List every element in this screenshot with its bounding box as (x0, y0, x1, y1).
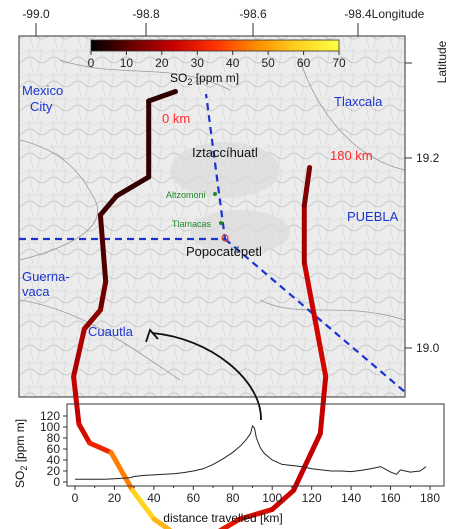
colorbar-tick-label: 20 (155, 56, 169, 70)
route-segment (301, 165, 313, 208)
colorbar-tick-label: 50 (261, 56, 275, 70)
lon-tick-label: -99.0 (22, 7, 50, 21)
x-tick-label: 40 (147, 491, 161, 505)
colorbar-tick-label: 0 (88, 56, 95, 70)
volcano-relief (190, 210, 290, 254)
place-label: Popocatépetl (186, 244, 262, 259)
plot-frame (66, 403, 445, 487)
y-tick-label: 80 (47, 431, 61, 445)
volcano-relief (170, 142, 280, 198)
route-end-label: 180 km (330, 148, 373, 163)
y-tick-label: 120 (40, 409, 60, 423)
x-tick-label: 0 (72, 491, 79, 505)
route-segment (130, 488, 157, 522)
colorbar-ticks: 0 10 20 30 40 50 60 70 (88, 51, 346, 70)
route-segment (146, 89, 178, 104)
lat-tick-label: 19.2 (416, 151, 440, 165)
route-start-label: 0 km (162, 111, 190, 126)
place-label: Cuautla (88, 324, 134, 339)
road (299, 59, 406, 171)
route-segment (291, 431, 323, 493)
colorbar-tick-label: 60 (297, 56, 311, 70)
connector-arrowhead (145, 328, 159, 343)
lon-axis-title: Longitude (372, 7, 425, 21)
lon-tick-label: -98.4 (344, 7, 372, 21)
connector-arrow (151, 332, 262, 421)
lat-axis-title: Latitude (435, 40, 449, 83)
route-segment (269, 488, 296, 512)
x-tick-label: 180 (420, 491, 440, 505)
lon-tick-label: -98.8 (132, 7, 160, 21)
y-tick-label: 60 (47, 442, 61, 456)
colorbar-tick-label: 40 (226, 56, 240, 70)
x-tick-label: 160 (381, 491, 401, 505)
colorbar-tick-label: 30 (191, 56, 205, 70)
reference-line (224, 238, 406, 393)
route-track (71, 89, 329, 529)
colorbar-title: SO2 [ppm m] (170, 71, 239, 87)
y-tick-label: 20 (47, 464, 61, 478)
route-segment (114, 174, 152, 199)
place-label: City (30, 99, 53, 114)
x-tick-label: 80 (226, 491, 240, 505)
so2-profile-panel: 0 20 40 60 80 100 120 140 160 180020406080100120 … (13, 403, 445, 525)
colorbar: 0 10 20 30 40 50 60 70 SO2 [ppm m] (88, 39, 346, 87)
map-frame (18, 35, 406, 398)
latitude-axis: Latitude 19.219.018.8 (405, 40, 449, 355)
route-segment (97, 193, 119, 218)
place-label: Iztaccíhuatl (192, 145, 258, 160)
route-segment (76, 421, 93, 446)
colorbar-tick-label: 10 (120, 56, 134, 70)
route-segment (301, 260, 318, 322)
road (59, 59, 231, 91)
x-tick-label: 20 (108, 491, 122, 505)
route-segment (71, 374, 82, 427)
route-segment (87, 440, 114, 455)
road (19, 139, 98, 261)
route-segment (81, 307, 103, 332)
place-label: Tlaxcala (334, 94, 383, 109)
route-segment (97, 212, 109, 284)
lon-tick-label: -98.6 (239, 7, 267, 21)
y-axis-title: SO2 [ppm m] (13, 419, 29, 488)
y-tick-label: 0 (53, 475, 60, 489)
route-segment (317, 374, 329, 436)
colorbar-bar (90, 39, 340, 52)
map-panel: Altzomoni Tlamacas Mexico City Tlaxcala … (18, 35, 406, 529)
x-tick-label: 100 (262, 491, 282, 505)
route-segment (108, 450, 136, 493)
place-label: PUEBLA (347, 209, 399, 224)
route-segment (97, 279, 109, 313)
colorbar-tick-label: 70 (332, 56, 346, 70)
x-axis-title: distance travelled [km] (163, 511, 282, 525)
place-label: Guerna- (22, 269, 70, 284)
road (259, 299, 406, 321)
road (19, 299, 181, 381)
station-label: Altzomoni (166, 190, 206, 200)
popocatepetl-crater-marker (221, 234, 229, 242)
x-tick-label: 140 (341, 491, 361, 505)
longitude-axis: -99.0 -98.8 -98.6 -98.4 Longitude (22, 7, 425, 36)
x-tick-label: 120 (302, 491, 322, 505)
place-label: vaca (22, 284, 50, 299)
y-tick-label: 40 (47, 453, 61, 467)
route-segment (312, 317, 329, 379)
lat-tick-label: 19.0 (416, 341, 440, 355)
place-label: Mexico (22, 83, 63, 98)
route-segment (237, 507, 275, 522)
station-marker (219, 221, 223, 225)
x-tick-label: 60 (187, 491, 201, 505)
route-segment (71, 326, 87, 379)
station-marker (213, 192, 217, 196)
so2-profile-line (75, 424, 427, 480)
station-label: Tlamacas (172, 219, 212, 229)
y-tick-label: 100 (40, 420, 60, 434)
